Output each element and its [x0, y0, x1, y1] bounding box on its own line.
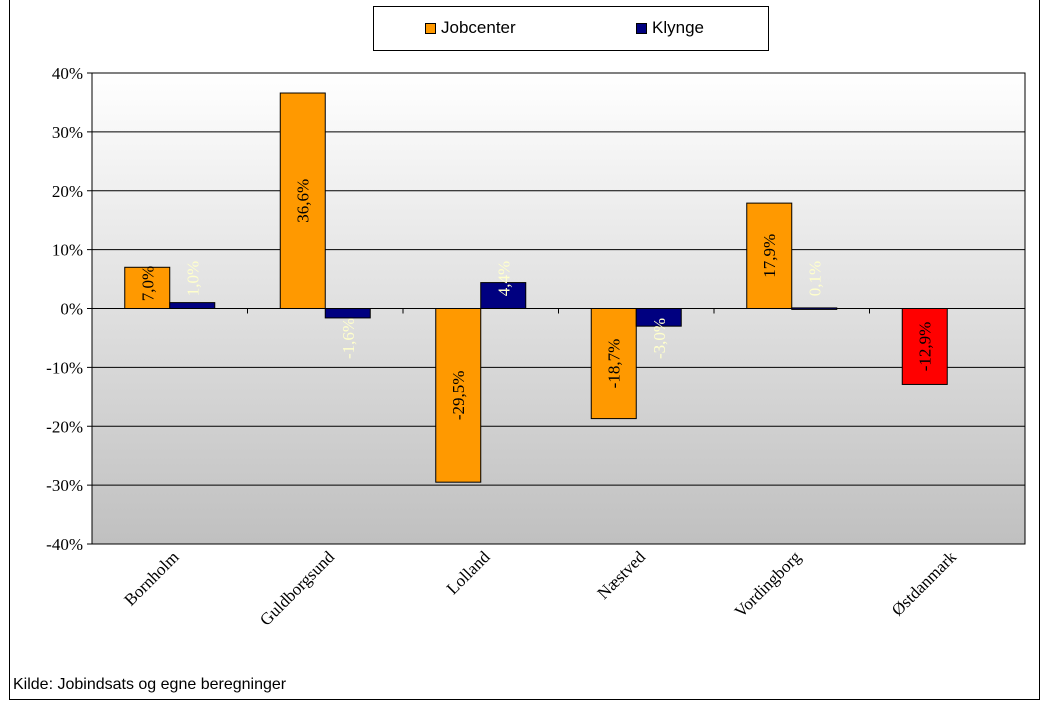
- bar-jobcenter: [590, 308, 637, 420]
- y-tick-label: -40%: [46, 535, 83, 554]
- y-tick-label: 40%: [52, 64, 83, 83]
- bar-jobcenter: [901, 308, 948, 385]
- y-axis: 40% 30% 20% 10% 0% -10% -20% -30% -40%: [46, 64, 1026, 554]
- data-label-jobcenter: -12,9%: [916, 322, 935, 372]
- chart-frame: [9, 0, 1040, 700]
- bars: [124, 92, 948, 483]
- data-label-klynge: -1,6%: [339, 318, 358, 359]
- bar-jobcenter: [746, 202, 793, 310]
- data-label-jobcenter: -18,7%: [605, 339, 624, 389]
- y-tick-label: -30%: [46, 476, 83, 495]
- bar-klynge: [635, 308, 682, 327]
- data-label-klynge: 1,0%: [183, 261, 202, 296]
- bar-jobcenter: [124, 266, 171, 310]
- legend-swatch-jobcenter: [425, 22, 436, 34]
- y-tick-label: 10%: [52, 241, 83, 260]
- data-label-jobcenter: -29,5%: [449, 371, 468, 421]
- data-label-klynge: -3,0%: [650, 318, 669, 359]
- x-tick-label: Lolland: [443, 547, 494, 598]
- legend-label-jobcenter: Jobcenter: [441, 18, 516, 37]
- data-label-klynge: 4,4%: [494, 261, 513, 296]
- y-tick-label: 0%: [60, 300, 83, 319]
- bar-klynge: [324, 308, 371, 319]
- y-tick-label: 30%: [52, 123, 83, 142]
- x-tick-label: Vordingborg: [731, 547, 805, 621]
- data-label-jobcenter: 36,6%: [294, 179, 313, 223]
- bar-klynge: [480, 282, 527, 310]
- legend-swatch-klynge: [636, 22, 647, 34]
- data-label-jobcenter: 17,9%: [760, 234, 779, 278]
- bar-klynge: [169, 302, 216, 309]
- x-tick-label: Næstved: [594, 547, 650, 603]
- source-note: Kilde: Jobindsats og egne beregninger: [13, 676, 287, 693]
- data-labels: 7,0% 1,0% 36,6% -1,6% -29,5% 4,4% -18,7% -3,0% 1…: [138, 179, 935, 420]
- data-label-klynge: 0,1%: [805, 261, 824, 296]
- x-tick-label: Bornholm: [120, 547, 182, 609]
- data-label-jobcenter: 7,0%: [138, 266, 157, 301]
- bar-jobcenter: [435, 308, 482, 483]
- chart-legend: Jobcenter Klynge: [373, 6, 769, 51]
- x-axis-labels: Bornholm Guldborgsund Lolland Næstved Vordin…: [120, 547, 960, 629]
- x-tick-label: Guldborgsund: [256, 547, 338, 629]
- legend-item-jobcenter: Jobcenter: [425, 18, 516, 38]
- legend-label-klynge: Klynge: [652, 18, 704, 37]
- legend-item-klynge: Klynge: [636, 18, 704, 38]
- x-tick-label: Østdanmark: [888, 547, 961, 620]
- y-tick-label: -20%: [46, 417, 83, 436]
- y-tick-label: -10%: [46, 358, 83, 377]
- bar-jobcenter: [279, 92, 326, 309]
- y-tick-label: 20%: [52, 182, 83, 201]
- bar-klynge: [791, 307, 838, 310]
